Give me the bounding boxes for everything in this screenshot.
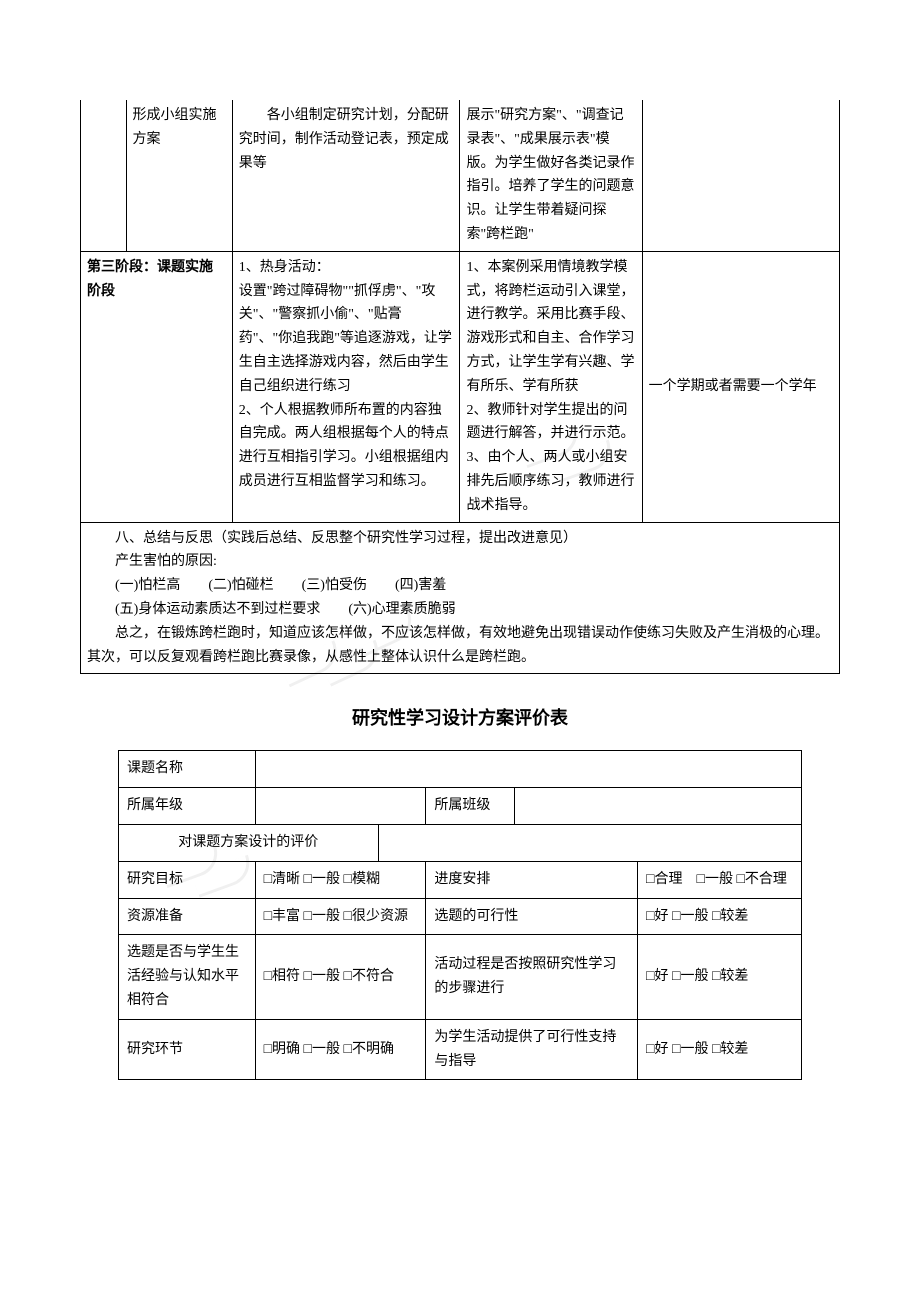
eval-r3-l1: 对课题方案设计的评价 <box>119 824 379 861</box>
cell-r2c3: 1、本案例采用情境教学模式，将跨栏运动引入课堂，进行教学。采用比赛手段、游戏形式… <box>460 251 642 522</box>
main-table: 形成小组实施方案 各小组制定研究计划，分配研究时间，制作活动登记表，预定成果等 … <box>80 100 840 674</box>
eval-r4-v2: □合理 □一般 □不合理 <box>638 861 802 898</box>
eval-r5-l2: 选题的可行性 <box>426 898 638 935</box>
eval-r4-v1: □清晰 □一般 □模糊 <box>255 861 426 898</box>
eval-r4-l2: 进度安排 <box>426 861 638 898</box>
cell-r1c4 <box>642 100 839 251</box>
cell-r2c1-text: 第三阶段：课题实施阶段 <box>87 260 213 299</box>
eval-r7-v1: □明确 □一般 □不明确 <box>255 1019 426 1080</box>
summary-line1: 产生害怕的原因: <box>87 550 833 574</box>
eval-r2-l1: 所属年级 <box>119 788 256 825</box>
eval-r7-v2: □好 □一般 □较差 <box>638 1019 802 1080</box>
eval-r2-l2: 所属班级 <box>426 788 515 825</box>
eval-r5-l1: 资源准备 <box>119 898 256 935</box>
cell-r2c4: 一个学期或者需要一个学年 <box>642 251 839 522</box>
cell-r1c2-text: 各小组制定研究计划，分配研究时间，制作活动登记表，预定成果等 <box>239 104 454 175</box>
eval-r2-v1 <box>255 788 426 825</box>
eval-r7-l1: 研究环节 <box>119 1019 256 1080</box>
cell-r2c1: 第三阶段：课题实施阶段 <box>81 251 233 522</box>
summary-title: 八、总结与反思（实践后总结、反思整个研究性学习过程，提出改进意见） <box>87 527 833 551</box>
eval-r5-v1: □丰富 □一般 □很少资源 <box>255 898 426 935</box>
eval-table: 课题名称 所属年级 所属班级 对课题方案设计的评价 研究目标 □清晰 □一般 □… <box>118 750 802 1080</box>
cell-r1c1: 形成小组实施方案 <box>126 100 232 251</box>
eval-r5-v2: □好 □一般 □较差 <box>638 898 802 935</box>
eval-r6-l1: 选题是否与学生生活经验与认知水平相符合 <box>119 935 256 1019</box>
eval-r3-blank <box>378 824 801 861</box>
eval-r1-v1 <box>255 751 801 788</box>
cell-r1c3: 展示"研究方案"、"调查记录表"、"成果展示表"模版。为学生做好各类记录作指引。… <box>460 100 642 251</box>
eval-r2-v2 <box>515 788 802 825</box>
summary-cell: 八、总结与反思（实践后总结、反思整个研究性学习过程，提出改进意见） 产生害怕的原… <box>81 522 840 674</box>
eval-heading: 研究性学习设计方案评价表 <box>80 704 840 730</box>
eval-r6-v2: □好 □一般 □较差 <box>638 935 802 1019</box>
eval-r1-l1: 课题名称 <box>119 751 256 788</box>
cell-r1c3-text: 展示"研究方案"、"调查记录表"、"成果展示表"模版。为学生做好各类记录作指引。… <box>466 104 635 247</box>
summary-line4: 总之，在锻炼跨栏跑时，知道应该怎样做，不应该怎样做，有效地避免出现错误动作使练习… <box>87 622 833 670</box>
cell-blank <box>81 100 127 251</box>
summary-line2: (一)怕栏高 (二)怕碰栏 (三)怕受伤 (四)害羞 <box>87 574 833 598</box>
eval-r6-v1: □相符 □一般 □不符合 <box>255 935 426 1019</box>
eval-r4-l1: 研究目标 <box>119 861 256 898</box>
summary-line3: (五)身体运动素质达不到过栏要求 (六)心理素质脆弱 <box>87 598 833 622</box>
cell-r2c2: 1、热身活动： 设置"跨过障碍物""抓俘虏"、"攻关"、"警察抓小偷"、"贴膏药… <box>232 251 460 522</box>
eval-r6-l2: 活动过程是否按照研究性学习的步骤进行 <box>426 935 638 1019</box>
cell-r1c2: 各小组制定研究计划，分配研究时间，制作活动登记表，预定成果等 <box>232 100 460 251</box>
eval-r7-l2: 为学生活动提供了可行性支持与指导 <box>426 1019 638 1080</box>
